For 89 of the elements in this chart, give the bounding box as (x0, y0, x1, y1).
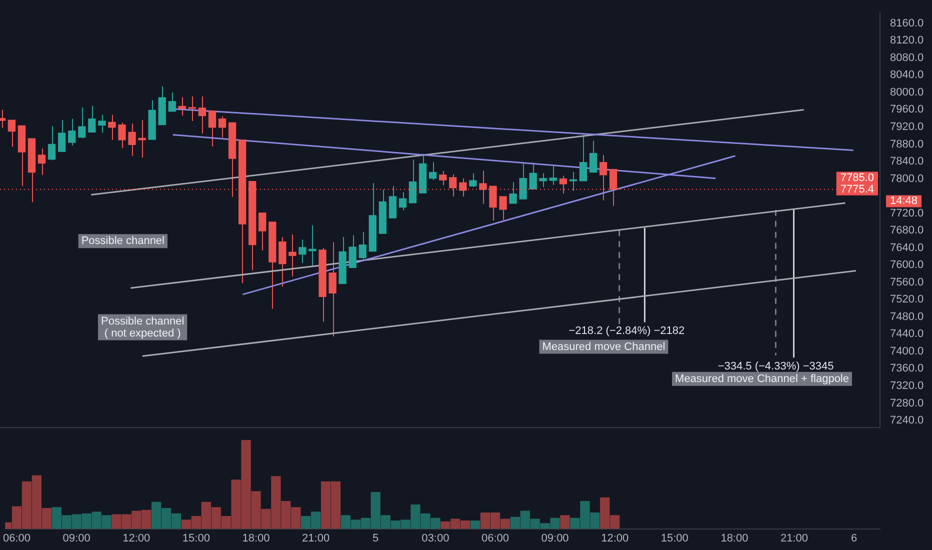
ref-line-label: 7775.4 (840, 183, 874, 196)
x-tick-label: 09:00 (541, 532, 569, 544)
y-tick-label: 7960.0 (890, 104, 924, 116)
text: 14:48 (890, 195, 918, 208)
y-tick-label: 7520.0 (890, 294, 924, 306)
y-tick-label: 7920.0 (890, 121, 924, 134)
candlestick (358, 231, 366, 260)
candlestick (188, 96, 196, 122)
bar (560, 515, 570, 529)
y-tick-label: 7240.0 (890, 414, 924, 427)
candlestick (168, 92, 176, 112)
y-tick-label: 7880.0 (890, 138, 924, 150)
y-tick-label: 7800.0 (890, 172, 924, 185)
candlestick (98, 114, 106, 134)
x-tick-label: 6 (851, 532, 858, 544)
series-label: −334.5 (−4.33%) −3345 (718, 360, 834, 373)
y-tick-label: 7360.0 (890, 362, 924, 375)
y-tick-label: 8120.0 (890, 34, 924, 47)
candlestick (388, 186, 397, 219)
candlestick (539, 172, 547, 188)
candlestick (529, 164, 537, 190)
y-tick-label: 7320.0 (890, 380, 924, 392)
candlestick (68, 118, 76, 146)
candlestick (38, 148, 46, 176)
candlestick (88, 105, 96, 133)
candlestick (258, 212, 266, 251)
candlestick (48, 126, 56, 161)
candlestick (519, 163, 527, 200)
candlestick (439, 170, 447, 186)
annotation: Measured move Channel (542, 340, 666, 353)
y-tick-label: 8000.0 (890, 86, 924, 98)
candlestick (579, 134, 588, 182)
x-tick-label: 03:00 (422, 532, 450, 544)
y-tick-label: 7480.0 (890, 310, 924, 323)
candlestick (328, 242, 336, 337)
y-tick-label: 7600.0 (890, 259, 924, 272)
candlestick (509, 182, 517, 204)
y-tick-label: 7560.0 (890, 276, 924, 288)
y-tick-label: 7440.0 (890, 328, 924, 340)
x-tick-label: 5 (372, 532, 379, 544)
candlestick (78, 107, 86, 139)
candlestick (499, 196, 507, 220)
y-tick-label: 8080.0 (890, 52, 924, 64)
y-tick-label: 8160.0 (890, 17, 924, 30)
x-tick-label: 06:00 (3, 532, 31, 544)
y-tick-label: 7640.0 (890, 242, 924, 254)
candlestick (278, 236, 286, 288)
y-tick-label: 7680.0 (890, 224, 924, 237)
candlestick (118, 122, 126, 149)
candlestick (128, 123, 136, 156)
annotation: Possible channel (81, 235, 164, 248)
y-tick-label: 7400.0 (890, 345, 924, 358)
candlestick (408, 159, 417, 204)
candlestick (8, 120, 16, 148)
annotation: 7785.0 (840, 172, 874, 184)
x-tick-label: 06:00 (481, 532, 509, 544)
annotation: Possible channel ( not expected ) (100, 315, 184, 340)
y-tick-label: 7840.0 (890, 156, 924, 168)
candlestick (218, 116, 226, 138)
candlestick (108, 114, 116, 140)
annotation: Measured move Channel + flagpole (675, 372, 850, 385)
candlestick (298, 239, 306, 264)
candlestick (589, 140, 598, 173)
x-tick-label: 15:00 (660, 532, 688, 544)
bar (470, 520, 480, 529)
candlestick (569, 171, 578, 192)
candlestick (549, 166, 557, 186)
x-tick-label: 21:00 (302, 532, 330, 544)
candlestick (178, 96, 186, 116)
x-tick-label: 18:00 (242, 532, 270, 544)
candlestick (58, 120, 66, 153)
series-label: −218.2 (−2.84%) −2182 (568, 325, 685, 338)
candlestick (138, 120, 146, 158)
candlestick (398, 192, 407, 211)
y-tick-label: 7280.0 (890, 397, 924, 410)
candlestick (428, 161, 437, 181)
x-tick-label: 18:00 (720, 532, 748, 544)
candlestick (469, 172, 477, 188)
x-tick-label: 12:00 (601, 532, 629, 544)
candlestick (348, 234, 356, 268)
x-tick-label: 09:00 (62, 532, 90, 544)
candlestick (208, 110, 216, 147)
candlestick (198, 96, 206, 134)
y-tick-label: 8040.0 (890, 69, 924, 82)
x-tick-label: 15:00 (182, 532, 210, 544)
candlestick (288, 234, 296, 277)
x-tick-label: 21:00 (780, 532, 808, 544)
y-tick-label: 7720.0 (890, 207, 924, 220)
x-tick-label: 12:00 (122, 532, 150, 544)
